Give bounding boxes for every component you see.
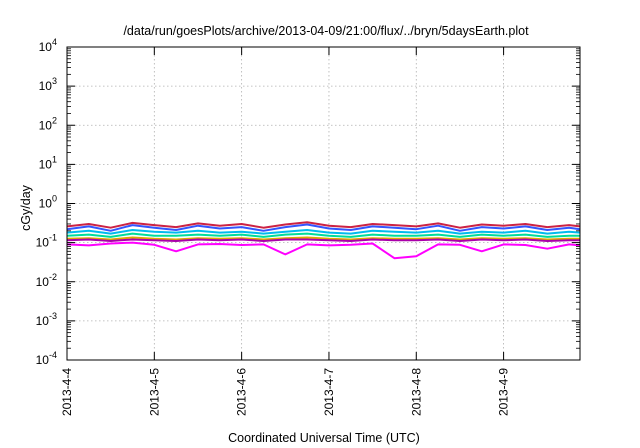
x-tick-label: 2013-4-8 <box>409 368 423 416</box>
y-tick-base: 10 <box>39 79 53 93</box>
y-tick-exponent: -3 <box>49 311 57 321</box>
y-tick-exponent: 1 <box>52 154 57 164</box>
y-tick-label: 103 <box>39 76 57 93</box>
chart-title: /data/run/goesPlots/archive/2013-04-09/2… <box>123 24 529 38</box>
y-tick-exponent: 3 <box>52 76 57 86</box>
series-line-2 <box>66 223 581 232</box>
y-tick-label: 104 <box>39 37 57 54</box>
y-tick-label: 102 <box>39 115 57 132</box>
y-tick-exponent: -2 <box>49 272 57 282</box>
y-tick-exponent: 4 <box>52 37 57 47</box>
y-tick-base: 10 <box>39 40 53 54</box>
x-tick-label: 2013-4-7 <box>322 368 336 416</box>
y-tick-base: 10 <box>36 353 50 367</box>
y-tick-base: 10 <box>36 314 50 328</box>
grid <box>67 47 580 360</box>
y-tick-exponent: -1 <box>49 233 57 243</box>
y-tick-exponent: -4 <box>49 350 57 360</box>
y-tick-base: 10 <box>36 275 50 289</box>
series-line-1 <box>66 221 581 229</box>
y-tick-exponent: 0 <box>52 194 57 204</box>
x-tick-label: 2013-4-5 <box>147 368 161 416</box>
series-line-3 <box>66 229 581 235</box>
series-line-4 <box>66 232 580 238</box>
plot-area-frame <box>66 46 581 361</box>
x-tick-label: 2013-4-6 <box>235 368 249 416</box>
y-tick-base: 10 <box>39 118 53 132</box>
y-tick-base: 10 <box>39 197 53 211</box>
y-tick-label: 10-1 <box>36 233 57 250</box>
y-tick-base: 10 <box>39 157 53 171</box>
y-tick-label: 100 <box>39 194 57 211</box>
series-line-5 <box>66 236 580 241</box>
y-tick-label: 101 <box>39 154 57 171</box>
y-tick-label: 10-3 <box>36 311 57 328</box>
x-tick-label: 2013-4-4 <box>60 368 74 416</box>
x-axis-label: Coordinated Universal Time (UTC) <box>228 431 420 445</box>
y-tick-label: 10-4 <box>36 350 57 367</box>
y-tick-exponent: 2 <box>52 115 57 125</box>
y-axis-label: cGy/day <box>19 184 33 231</box>
y-tick-label: 10-2 <box>36 272 57 289</box>
series-layer <box>66 221 581 260</box>
y-tick-base: 10 <box>36 236 50 250</box>
series-line-7 <box>66 241 581 260</box>
series-line-6 <box>66 238 580 242</box>
x-tick-label: 2013-4-9 <box>497 368 511 416</box>
